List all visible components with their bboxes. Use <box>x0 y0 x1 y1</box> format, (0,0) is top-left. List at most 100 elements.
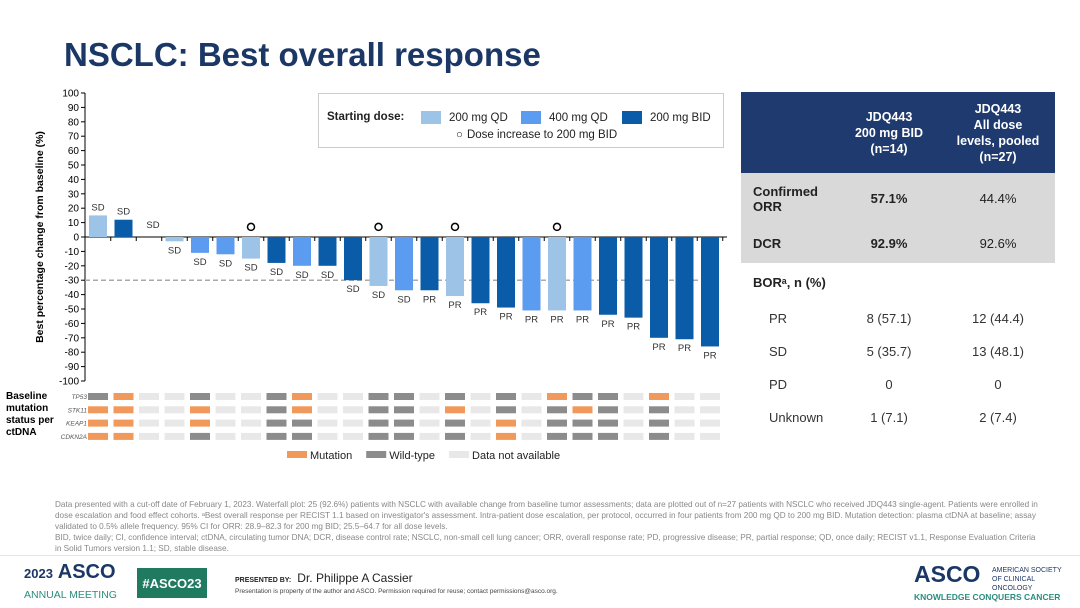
bar <box>165 237 184 242</box>
mutation-cell <box>496 419 516 427</box>
mutation-cell <box>623 432 644 440</box>
mutation-cell <box>139 419 159 427</box>
mutation-cell <box>113 393 134 400</box>
mutation-cell <box>190 406 210 414</box>
mutation-cell <box>113 406 134 414</box>
bar <box>114 219 133 237</box>
y-tick-label: -50 <box>65 305 80 316</box>
bar <box>573 237 592 311</box>
y-tick-label: 80 <box>68 117 80 128</box>
mutation-cell <box>649 406 669 414</box>
bar <box>675 237 694 340</box>
bar <box>420 237 439 291</box>
mutation-cell <box>470 432 491 440</box>
mutation-cell <box>598 393 618 400</box>
mutation-cell <box>700 432 720 440</box>
bar-label: SD <box>219 258 232 269</box>
y-tick-label: -70 <box>65 333 80 344</box>
y-tick-label: -80 <box>65 348 80 359</box>
mutation-cell <box>419 406 440 414</box>
y-tick-label: 30 <box>68 189 80 200</box>
legend-200qd: 200 mg QD <box>421 111 508 124</box>
mutation-cell <box>164 406 185 414</box>
mutation-cell <box>88 432 108 440</box>
bar <box>522 237 541 311</box>
mutation-cell <box>88 419 108 427</box>
mutation-cell <box>572 393 593 400</box>
bar-label: SD <box>270 267 283 278</box>
mutation-cell <box>292 419 312 427</box>
mutation-cell <box>164 432 185 440</box>
bar-label: PR <box>678 343 691 354</box>
bar-label: SD <box>193 257 206 268</box>
mutation-cell <box>572 406 593 414</box>
mutation-cell <box>649 432 669 440</box>
mutation-cell <box>496 406 516 414</box>
mutation-cell <box>419 393 440 400</box>
y-tick-label: -20 <box>65 261 80 272</box>
mutation-cell <box>215 393 236 400</box>
bar <box>89 215 107 237</box>
mutation-cell <box>700 419 720 427</box>
mutation-cell <box>572 419 593 427</box>
y-tick-label: 50 <box>68 161 80 172</box>
bar <box>650 237 668 338</box>
mutation-cell <box>419 419 440 427</box>
bor-heading: BORᵃ, n (%) <box>753 275 826 290</box>
mutation-cell <box>470 406 491 414</box>
bar-label: SD <box>244 263 257 274</box>
mutation-cell <box>368 406 389 414</box>
mutation-cell <box>215 419 236 427</box>
mutation-cell <box>674 432 695 440</box>
gene-label: KEAP1 <box>66 421 87 428</box>
asco-annual-meeting-logo: 2023 ASCO <box>24 561 116 583</box>
legend-200bid: 200 mg BID <box>622 111 711 124</box>
bor-row: PR 8 (57.1) 12 (44.4) <box>769 311 1025 326</box>
mutation-cell <box>368 432 389 440</box>
mutation-cell <box>623 406 644 414</box>
mutation-cell <box>292 432 312 440</box>
y-tick-label: 10 <box>68 218 80 229</box>
y-tick-label: -90 <box>65 362 80 373</box>
bar-label: PR <box>703 350 716 361</box>
mutation-cell <box>266 393 287 400</box>
bar-label: SD <box>168 245 181 256</box>
table-header: JDQ443 200 mg BID (n=14) JDQ443 All dose… <box>741 92 1055 173</box>
mutation-cell <box>241 406 261 414</box>
dose-increase-marker <box>552 222 562 232</box>
bar-label: SD <box>397 294 410 305</box>
mutation-cell <box>547 432 567 440</box>
chart-legend: Starting dose: 200 mg QD 400 mg QD 200 m… <box>318 93 724 148</box>
bar <box>471 237 490 304</box>
bar-label: SD <box>146 220 159 231</box>
mutation-cell <box>88 406 108 414</box>
bar-label: PR <box>474 307 487 318</box>
bar-label: PR <box>652 342 665 353</box>
mutation-cell <box>394 393 414 400</box>
mutation-cell <box>470 393 491 400</box>
mutation-cell <box>674 419 695 427</box>
y-tick-label: -10 <box>65 247 80 258</box>
mutation-cell <box>521 393 542 400</box>
bar <box>267 237 286 263</box>
mutation-cell <box>394 406 414 414</box>
bar <box>395 237 413 291</box>
waterfall-chart: 1009080706050403020100-10-20-30-40-50-60… <box>6 89 727 462</box>
mutation-cell <box>139 393 159 400</box>
mutation-cell <box>394 419 414 427</box>
table-row-orr: Confirmed ORR 57.1% 44.4% <box>741 173 1055 224</box>
mutation-cell <box>470 419 491 427</box>
y-tick-label: -30 <box>65 276 80 287</box>
bor-row: PD 0 0 <box>769 377 1002 392</box>
mutation-cell <box>317 393 338 400</box>
bar-label: SD <box>295 270 308 281</box>
mutation-cell <box>598 406 618 414</box>
bar <box>369 237 388 286</box>
bar-label: PR <box>423 294 436 305</box>
mutation-cell <box>343 432 363 440</box>
mutation-cell <box>343 419 363 427</box>
bar-label: SD <box>372 290 385 301</box>
mutation-cell <box>241 419 261 427</box>
y-tick-label: 100 <box>62 89 79 100</box>
mutation-cell <box>700 406 720 414</box>
